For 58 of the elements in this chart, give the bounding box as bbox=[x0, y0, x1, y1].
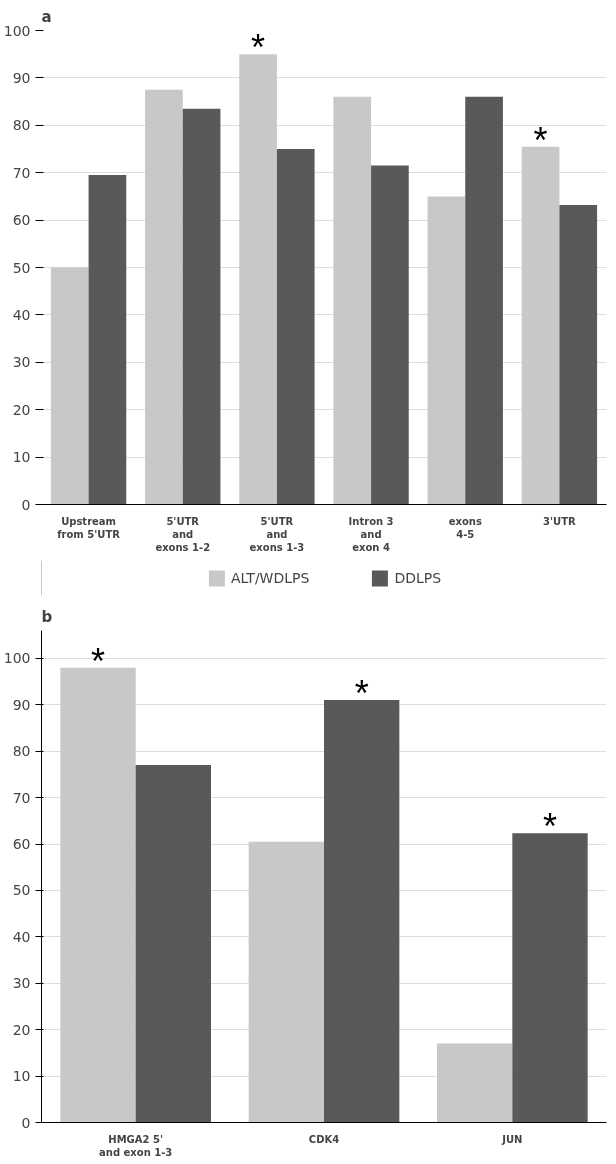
bar bbox=[60, 667, 136, 1123]
bar bbox=[371, 165, 409, 505]
bar bbox=[145, 89, 183, 505]
y-tick-label: 80 bbox=[12, 117, 31, 134]
x-tick-label: Upstream from 5'UTR bbox=[57, 515, 121, 540]
bar bbox=[182, 108, 221, 505]
y-tick-label: 90 bbox=[12, 69, 31, 86]
bar bbox=[248, 841, 324, 1123]
chart-title: a bbox=[41, 7, 52, 26]
bar bbox=[427, 196, 466, 505]
bar bbox=[437, 1043, 513, 1123]
y-tick-label: 10 bbox=[12, 1068, 31, 1085]
y-tick-label: 50 bbox=[12, 259, 31, 276]
y-tick-label: 10 bbox=[12, 449, 31, 466]
annotation: * bbox=[543, 806, 558, 848]
y-tick-label: 70 bbox=[12, 164, 31, 181]
bar bbox=[239, 54, 277, 505]
annotation: * bbox=[354, 673, 369, 715]
bar bbox=[88, 175, 127, 505]
annotation: * bbox=[533, 119, 548, 161]
y-tick-label: 100 bbox=[3, 22, 31, 39]
y-tick-label: 40 bbox=[12, 306, 31, 323]
legend-label: ALT/WDLPS bbox=[230, 569, 310, 586]
y-tick-label: 30 bbox=[12, 975, 31, 992]
x-tick-label: 3'UTR bbox=[543, 515, 577, 527]
annotation: * bbox=[251, 27, 266, 69]
bar bbox=[559, 204, 598, 505]
bar bbox=[50, 267, 89, 505]
legend-label: DDLPS bbox=[394, 569, 442, 586]
bar bbox=[521, 146, 560, 505]
x-tick-label: JUN bbox=[501, 1133, 523, 1145]
bar bbox=[333, 96, 372, 505]
y-tick-label: 20 bbox=[12, 1021, 31, 1038]
x-tick-label: CDK4 bbox=[308, 1133, 340, 1145]
bar bbox=[135, 765, 211, 1123]
y-tick-label: 50 bbox=[12, 882, 31, 899]
x-tick-label: exons 4-5 bbox=[448, 515, 482, 540]
y-tick-label: 0 bbox=[21, 1114, 31, 1131]
bar bbox=[465, 96, 503, 505]
x-tick-label: 5'UTR and exons 1-3 bbox=[249, 515, 305, 553]
y-tick-label: 100 bbox=[3, 650, 31, 667]
x-tick-label: 5'UTR and exons 1-2 bbox=[155, 515, 211, 553]
annotation: * bbox=[91, 640, 106, 682]
y-tick-label: 20 bbox=[12, 401, 31, 418]
y-tick-label: 80 bbox=[12, 743, 31, 760]
bar bbox=[324, 700, 400, 1123]
y-tick-label: 60 bbox=[12, 212, 31, 229]
y-tick-label: 40 bbox=[12, 928, 31, 945]
x-tick-label: Intron 3 and exon 4 bbox=[348, 515, 394, 553]
bar bbox=[512, 833, 588, 1123]
y-tick-label: 0 bbox=[21, 496, 31, 513]
y-tick-label: 30 bbox=[12, 354, 31, 371]
bar bbox=[276, 149, 315, 505]
y-tick-label: 90 bbox=[12, 696, 31, 713]
chart-title: b bbox=[41, 607, 53, 626]
x-tick-label: HMGA2 5' and exon 1-3 bbox=[99, 1133, 173, 1158]
y-tick-label: 60 bbox=[12, 836, 31, 853]
y-tick-label: 70 bbox=[12, 789, 31, 806]
